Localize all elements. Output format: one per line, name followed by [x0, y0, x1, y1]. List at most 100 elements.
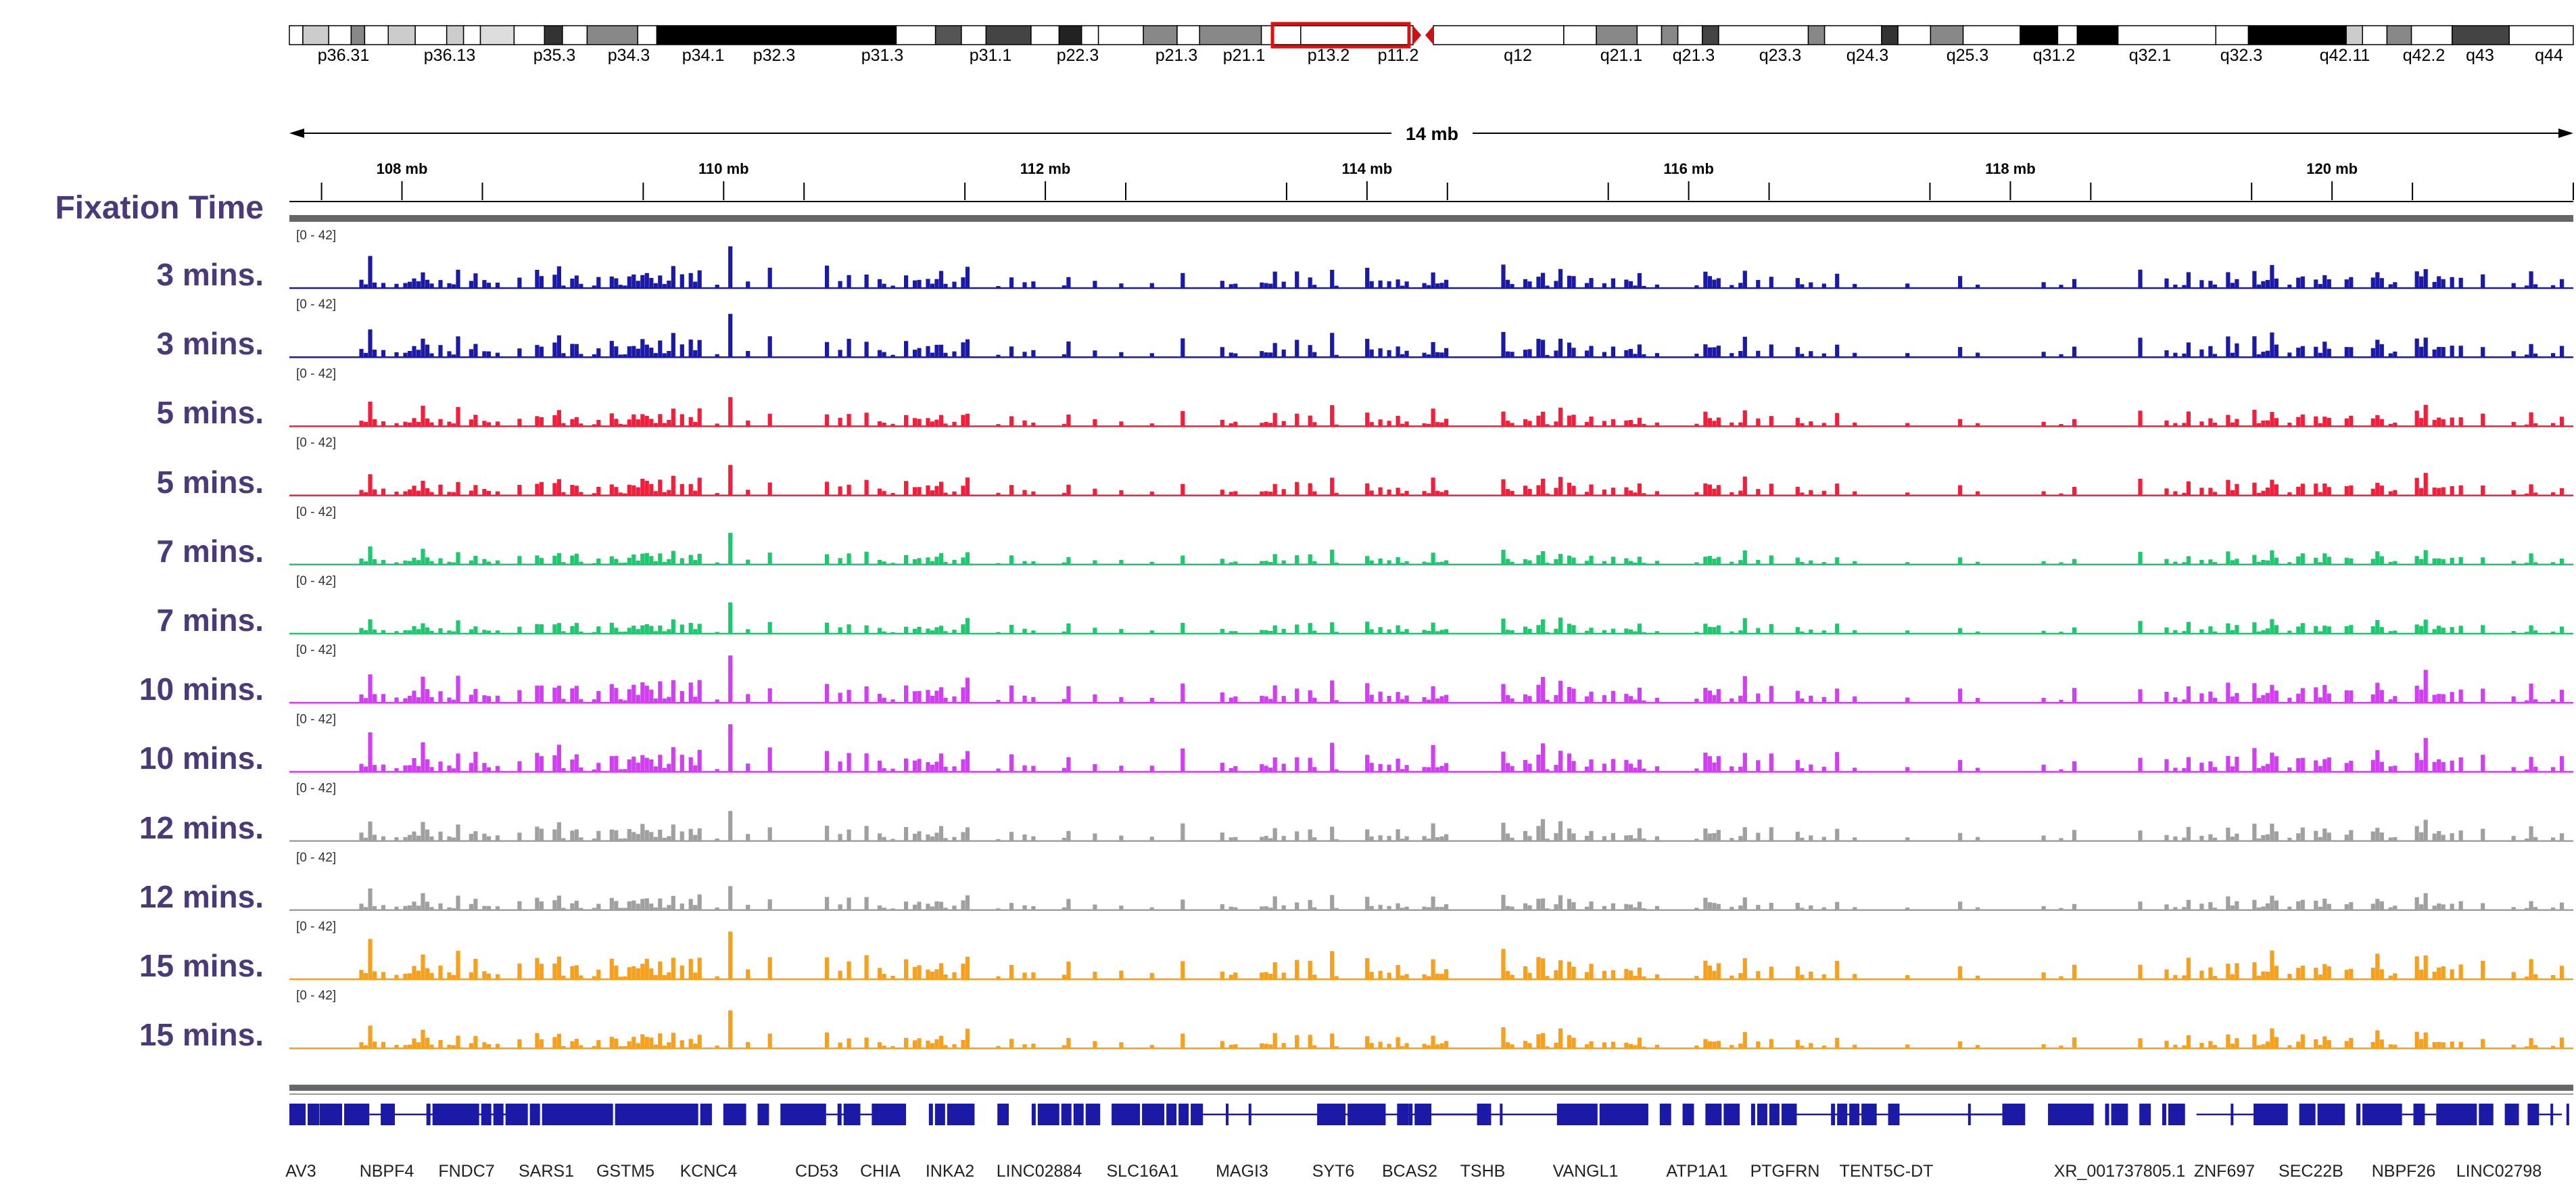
- gene-block: [1556, 1104, 1648, 1125]
- gene-label: GSTM5: [596, 1162, 654, 1181]
- track-range-label: [0 - 42]: [296, 229, 336, 243]
- ideogram-band: [2508, 25, 2574, 45]
- gene-gap: [1059, 1104, 1062, 1125]
- ideogram-band: [2386, 25, 2412, 45]
- gene-block: [2436, 1104, 2494, 1125]
- gene-tick: [2276, 1104, 2279, 1125]
- ideogram-band: [446, 25, 464, 45]
- ideogram-band: [1300, 25, 1414, 45]
- ideogram-band: [1030, 25, 1060, 45]
- ruler-tick-label: 120 mb: [2306, 160, 2358, 177]
- gene-label: LINC02798: [2456, 1162, 2542, 1181]
- gene-tick: [1842, 1104, 1846, 1125]
- ideogram-band: [302, 25, 329, 45]
- gene-block: [1659, 1104, 1671, 1125]
- ideogram-band-label: p21.1: [1223, 46, 1266, 65]
- gene-tick: [346, 1104, 350, 1125]
- gene-gap: [698, 1104, 700, 1125]
- gene-block: [2139, 1104, 2151, 1125]
- gene-gap: [342, 1104, 344, 1125]
- track-label: 10 mins.: [139, 672, 264, 707]
- ideogram-band: [513, 25, 546, 45]
- ruler-tick-label: 112 mb: [1020, 160, 1071, 177]
- track-label: 15 mins.: [139, 1017, 264, 1053]
- coverage-track-5: [289, 532, 2573, 565]
- gene-gap: [1083, 1104, 1086, 1125]
- gene-gap: [613, 1104, 615, 1125]
- gene-tick: [316, 1104, 320, 1125]
- ideogram-band-label: p11.2: [1378, 46, 1419, 65]
- ideogram-band: [1881, 25, 1899, 45]
- track-label: 7 mins.: [156, 533, 264, 569]
- ideogram-band: [2410, 25, 2453, 45]
- ideogram-band: [2247, 25, 2347, 45]
- gene-tick: [1614, 1104, 1617, 1125]
- track-label: 7 mins.: [156, 603, 264, 638]
- ideogram-band: [2076, 25, 2119, 45]
- gene-tick: [2231, 1104, 2234, 1125]
- gene-tick: [1568, 1104, 1571, 1125]
- gene-gap: [1035, 1104, 1038, 1125]
- gene-block: [2527, 1104, 2539, 1125]
- gene-gap: [2109, 1104, 2112, 1125]
- gene-tick: [757, 1104, 761, 1125]
- gene-block: [2504, 1104, 2517, 1125]
- ideogram-band: [1260, 25, 1302, 45]
- ideogram-band: [414, 25, 448, 45]
- track-range-label: [0 - 42]: [296, 436, 336, 450]
- ideogram-band: [2362, 25, 2388, 45]
- ideogram-band: [350, 25, 366, 45]
- gene-tick: [1865, 1104, 1868, 1125]
- ruler-tick-label: 118 mb: [1985, 160, 2036, 177]
- coverage-track-9: [289, 811, 2573, 842]
- ideogram-band-label: p34.1: [682, 46, 725, 65]
- ideogram-band-label: p13.2: [1308, 46, 1350, 65]
- coverage-track-11: [289, 931, 2573, 980]
- ideogram-band: [387, 25, 416, 45]
- ideogram-band-label: p22.3: [1057, 46, 1099, 65]
- gene-gap: [2166, 1104, 2168, 1125]
- gene-gap: [540, 1104, 542, 1125]
- gene-tick: [2566, 1104, 2569, 1125]
- ideogram-band-label: p36.13: [424, 46, 475, 65]
- track-label: 12 mins.: [139, 809, 264, 845]
- ideogram-band: [1636, 25, 1663, 45]
- ideogram-band: [1661, 25, 1679, 45]
- gene-label: LINC02884: [997, 1162, 1082, 1181]
- gene-label: TENT5C-DT: [1840, 1162, 1934, 1181]
- gene-block: [928, 1104, 975, 1125]
- gene-tick: [1358, 1104, 1361, 1125]
- gene-tick: [1054, 1104, 1057, 1125]
- ideogram-band: [1823, 25, 1882, 45]
- ideogram-band: [2057, 25, 2078, 45]
- gene-block: [2356, 1104, 2402, 1125]
- ideogram-band: [2452, 25, 2510, 45]
- panel-divider-top: [289, 215, 2573, 222]
- gene-label: CD53: [795, 1162, 838, 1181]
- gene-block: [1682, 1104, 1694, 1125]
- ideogram-band-label: q24.3: [1846, 46, 1889, 65]
- ideogram-band: [544, 25, 563, 45]
- ideogram-band-label: q43: [2466, 46, 2494, 65]
- gene-label: SARS1: [519, 1162, 574, 1181]
- track-range-label: [0 - 42]: [296, 298, 336, 312]
- gene-tick: [1248, 1104, 1251, 1125]
- ideogram-band-label: q32.3: [2220, 46, 2263, 65]
- ideogram-band: [1677, 25, 1703, 45]
- ideogram-band: [2345, 25, 2364, 45]
- ruler-tick-label: 116 mb: [1663, 160, 1714, 177]
- track-range-label: [0 - 42]: [296, 851, 336, 865]
- ideogram-band-label: q42.2: [2403, 46, 2446, 65]
- ideogram-band: [2215, 25, 2249, 45]
- gene-gap: [1164, 1104, 1167, 1125]
- gene-block: [1031, 1104, 1055, 1125]
- ruler-arrow-right: [2558, 128, 2573, 138]
- ideogram-band-label: q31.2: [2033, 46, 2076, 65]
- coverage-track-6: [289, 602, 2573, 634]
- gene-tick: [1637, 1104, 1640, 1125]
- ideogram-band: [289, 25, 304, 45]
- coverage-track-8: [289, 724, 2573, 772]
- gene-gap: [2315, 1104, 2318, 1125]
- gene-label: NBPF26: [2372, 1162, 2435, 1181]
- track-label: 12 mins.: [139, 878, 264, 914]
